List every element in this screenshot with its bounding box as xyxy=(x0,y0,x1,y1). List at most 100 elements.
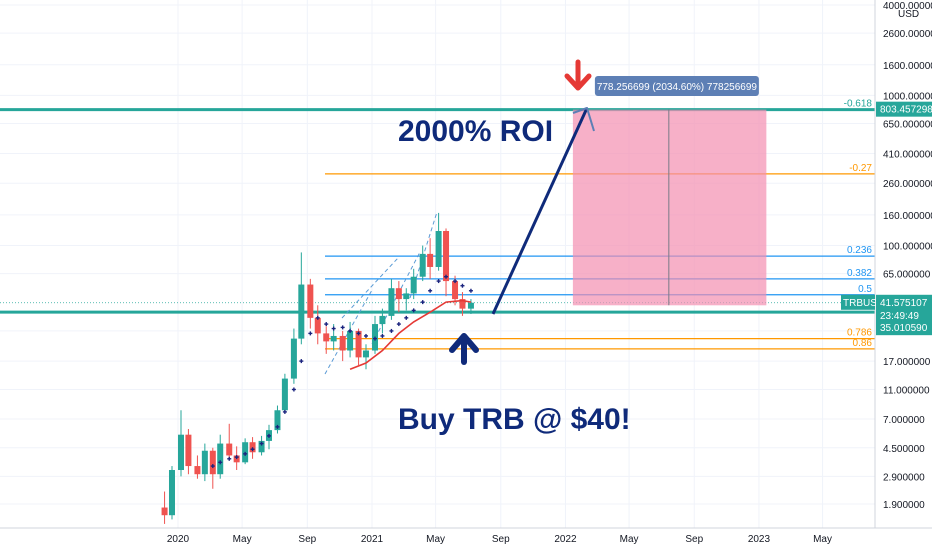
candle xyxy=(242,438,249,465)
candle-body xyxy=(362,350,369,358)
y-tick-label: 1000.000000 xyxy=(883,91,932,102)
candle-body xyxy=(459,299,466,309)
y-tick-label: 650.000000 xyxy=(883,119,932,130)
sar-point xyxy=(291,387,296,392)
candle xyxy=(178,410,184,477)
candle-body xyxy=(161,507,168,516)
candle xyxy=(388,278,395,320)
candle-body xyxy=(290,338,297,379)
candle-body xyxy=(395,288,402,300)
sar-point xyxy=(227,456,232,461)
y-tick-label: 7.000000 xyxy=(883,415,925,426)
sar-point xyxy=(315,315,320,320)
candle-body xyxy=(201,450,208,475)
x-tick-label: 2023 xyxy=(748,534,771,545)
sar-point xyxy=(453,279,458,284)
top-level-value: 803.457298 xyxy=(880,105,932,116)
bottom-level-badge xyxy=(876,320,932,336)
candle xyxy=(362,344,369,370)
candle-body xyxy=(419,253,426,277)
symbol-badge: TRBUSD xyxy=(843,298,884,309)
sar-point xyxy=(308,331,313,336)
candle xyxy=(419,245,426,282)
candle-body xyxy=(355,330,362,358)
candle xyxy=(281,373,288,414)
x-tick-label: 2021 xyxy=(361,534,384,545)
fib-label: 0.86 xyxy=(853,338,873,349)
sar-point xyxy=(348,328,353,333)
roi-annotation: 2000% ROI xyxy=(398,115,553,148)
blue-arrow-head xyxy=(449,333,479,353)
candle-body xyxy=(403,293,410,300)
sar-point xyxy=(324,322,329,327)
y-tick-label: 160.000000 xyxy=(883,211,932,222)
x-tick-label: 2020 xyxy=(167,534,190,545)
candle xyxy=(372,315,378,354)
sar-point xyxy=(331,326,336,331)
y-tick-label: 4.500000 xyxy=(883,444,925,455)
annotations: 2000% ROI Buy TRB @ $40! xyxy=(398,115,631,436)
sar-point xyxy=(356,331,361,336)
candle-body xyxy=(410,276,417,294)
candle xyxy=(435,212,442,271)
candle xyxy=(274,405,281,434)
candle-body xyxy=(339,335,346,351)
candle xyxy=(161,491,168,524)
channel-line xyxy=(324,289,373,375)
y-tick-label: 2600.000000 xyxy=(883,29,932,40)
y-tick-label: 100.000000 xyxy=(883,242,932,253)
y-tick-label: 11.000000 xyxy=(883,385,930,396)
projection-box: 778.256699 (2034.60%) 778256699 xyxy=(572,76,767,306)
sar-point xyxy=(250,447,255,452)
candle xyxy=(323,326,330,354)
fib-label: -0.27 xyxy=(849,163,872,174)
candle xyxy=(258,435,265,456)
top-level-badge xyxy=(876,101,932,117)
y-tick-label: 1.900000 xyxy=(883,500,925,511)
red-down-arrow xyxy=(564,59,592,91)
candle xyxy=(307,278,314,329)
bottom-level-value: 35.010590 xyxy=(880,323,928,334)
x-tick-label: May xyxy=(426,534,445,545)
sar-point xyxy=(266,433,271,438)
candle xyxy=(298,252,305,345)
sar-point xyxy=(243,451,248,456)
indicators xyxy=(210,274,473,469)
sar-point xyxy=(380,333,385,338)
candle-body xyxy=(347,330,354,351)
price-axis-bg xyxy=(875,0,932,550)
y-tick-label: 260.000000 xyxy=(883,179,932,190)
candle xyxy=(168,466,175,520)
candle xyxy=(395,281,402,313)
fib-label: 0.236 xyxy=(847,245,872,256)
candle-body xyxy=(298,284,305,339)
sar-point xyxy=(259,441,264,446)
candle-body xyxy=(314,317,321,334)
projection-arrow-head xyxy=(572,107,595,132)
candle-body xyxy=(258,440,265,453)
candle xyxy=(443,228,450,297)
candle xyxy=(217,434,224,479)
y-tick-label: 1600.000000 xyxy=(883,61,932,72)
candle xyxy=(379,308,386,334)
sar-point xyxy=(428,288,433,293)
red-arrow-head xyxy=(564,73,592,91)
currency-label: USD xyxy=(898,9,919,20)
candle-body xyxy=(168,470,175,516)
candles xyxy=(161,212,474,524)
candle-body xyxy=(452,281,459,300)
candle xyxy=(410,268,417,300)
candle xyxy=(347,321,354,358)
fib-label: 0.382 xyxy=(847,268,872,279)
candle xyxy=(194,455,201,479)
sar-point xyxy=(444,274,449,279)
sar-point xyxy=(299,359,304,364)
candle-body xyxy=(274,410,281,431)
candle xyxy=(427,238,434,279)
candle-body xyxy=(307,284,314,318)
sar-point xyxy=(373,336,377,341)
